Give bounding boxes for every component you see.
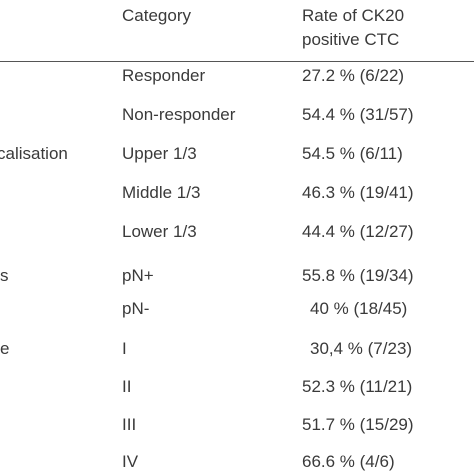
row-category: Non-responder: [122, 105, 236, 124]
row-rate: 52.3 % (11/21): [302, 377, 413, 396]
row-category: Middle 1/3: [122, 183, 201, 202]
row-category: IV: [122, 452, 139, 471]
row-rate: 54.4 % (31/57): [302, 105, 414, 124]
row-rate: 51.7 % (15/29): [302, 415, 414, 434]
feature-label-stage: e: [0, 339, 10, 358]
header-rate: Rate of CK20 positive CTC: [302, 4, 404, 52]
header-rate-line2: positive CTC: [302, 30, 400, 49]
header-category: Category: [122, 6, 191, 25]
feature-label-localisation: calisation: [0, 144, 68, 163]
row-category: Lower 1/3: [122, 222, 197, 241]
row-rate: 46.3 % (19/41): [302, 183, 414, 202]
row-category: Responder: [122, 66, 206, 85]
row-category: pN+: [122, 266, 154, 285]
row-rate: 54.5 % (6/11): [302, 144, 403, 163]
row-rate: 44.4 % (12/27): [302, 222, 414, 241]
row-rate: 55.8 % (19/34): [302, 266, 414, 285]
row-rate: 66.6 % (4/6): [302, 452, 395, 471]
feature-label-nodes: s: [0, 266, 9, 285]
row-category: pN-: [122, 299, 150, 318]
row-category: Upper 1/3: [122, 144, 197, 163]
header-rule: [0, 61, 474, 62]
header-rate-line1: Rate of CK20: [302, 6, 405, 25]
row-rate: 30,4 % (7/23): [310, 339, 413, 358]
row-rate: 40 % (18/45): [310, 299, 408, 318]
row-category: II: [122, 377, 132, 396]
row-category: I: [122, 339, 127, 358]
row-category: III: [122, 415, 137, 434]
row-rate: 27.2 % (6/22): [302, 66, 405, 85]
